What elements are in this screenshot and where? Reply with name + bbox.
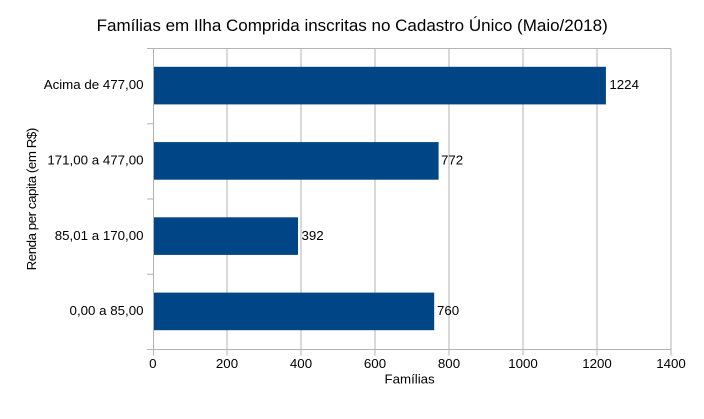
svg-text:400: 400 [290,356,312,371]
svg-text:Acima de 477,00: Acima de 477,00 [44,77,144,92]
svg-text:Renda per capita (em R$): Renda per capita (em R$) [24,128,39,270]
svg-text:760: 760 [437,303,459,318]
svg-text:85,01 a 170,00: 85,01 a 170,00 [55,228,144,243]
svg-text:600: 600 [364,356,386,371]
svg-text:171,00 a 477,00: 171,00 a 477,00 [47,153,143,168]
svg-text:Famílias: Famílias [384,372,435,387]
svg-text:0: 0 [149,356,156,371]
svg-text:Famílias em Ilha Comprida insc: Famílias em Ilha Comprida inscritas no C… [97,16,608,35]
svg-text:0,00 a 85,00: 0,00 a 85,00 [70,303,144,318]
svg-text:800: 800 [438,356,460,371]
svg-text:1200: 1200 [582,356,612,371]
svg-text:1400: 1400 [656,356,686,371]
svg-text:1224: 1224 [609,77,639,92]
svg-text:1000: 1000 [508,356,538,371]
svg-text:772: 772 [441,153,463,168]
svg-text:392: 392 [302,228,324,243]
svg-text:200: 200 [216,356,238,371]
